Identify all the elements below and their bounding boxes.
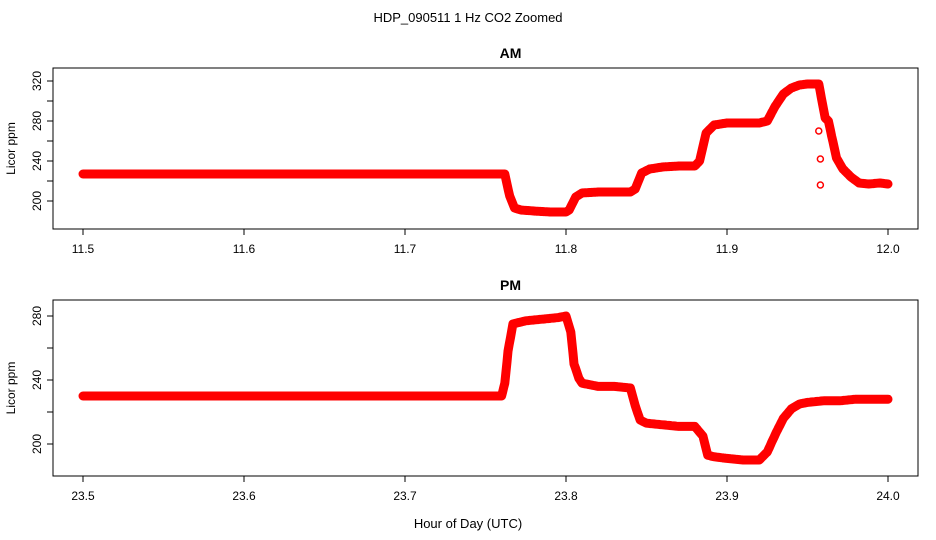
pm-panel-title: PM <box>500 277 521 293</box>
pm-data-series <box>78 311 893 465</box>
am-x-tick-label: 11.9 <box>716 242 739 256</box>
pm-x-tick-label: 23.8 <box>554 489 578 503</box>
pm-y-tick-label: 240 <box>30 370 44 390</box>
pm-x-tick-label: 24.0 <box>876 489 900 503</box>
am-x-tick-label: 11.6 <box>233 242 256 256</box>
am-y-tick-label: 280 <box>30 111 44 131</box>
am-y-tick-label: 200 <box>30 191 44 211</box>
am-y-tick-label: 240 <box>30 151 44 171</box>
pm-y-tick-label: 280 <box>30 306 44 326</box>
pm-x-tick-label: 23.5 <box>71 489 95 503</box>
pm-x-tick-label: 23.6 <box>232 489 256 503</box>
am-data-series <box>78 79 893 217</box>
pm-y-axis-label: Licor ppm <box>4 362 18 415</box>
am-panel-title: AM <box>500 45 522 61</box>
am-y-axis-label: Licor ppm <box>4 122 18 175</box>
am-x-tick-label: 11.8 <box>555 242 578 256</box>
am-x-tick-label: 11.5 <box>72 242 95 256</box>
am-data-point <box>816 155 825 163</box>
am-data-point <box>816 181 825 189</box>
pm-x-tick-label: 23.9 <box>715 489 739 503</box>
am-x-tick-label: 11.7 <box>394 242 417 256</box>
pm-y-tick-label: 200 <box>30 434 44 454</box>
page-title: HDP_090511 1 Hz CO2 Zoomed <box>373 10 563 25</box>
x-axis-label: Hour of Day (UTC) <box>413 516 523 531</box>
am-x-tick-label: 12.0 <box>876 242 900 256</box>
pm-plot-frame <box>52 299 919 477</box>
am-data-point <box>815 127 823 135</box>
am-y-tick-label: 320 <box>30 71 44 91</box>
pm-x-tick-label: 23.7 <box>393 489 417 503</box>
